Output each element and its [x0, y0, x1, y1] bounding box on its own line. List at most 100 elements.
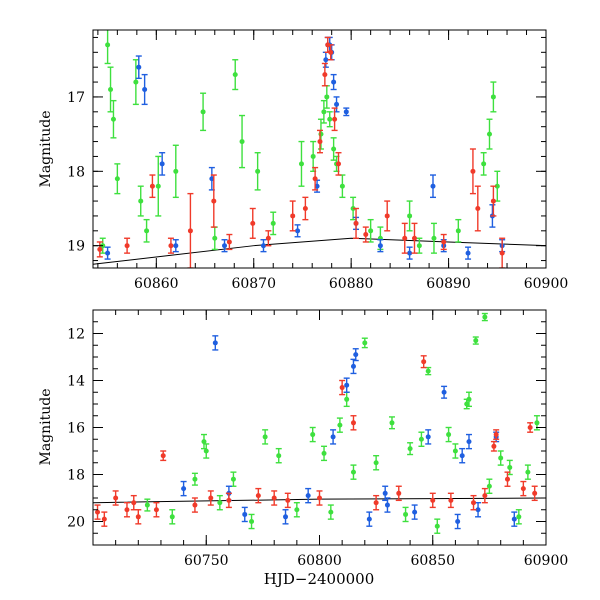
top-marker [331, 146, 337, 152]
bottom-marker [430, 497, 436, 503]
bottom-marker [294, 507, 300, 513]
bottom-point-red [527, 422, 534, 433]
bottom-point-green [309, 426, 316, 443]
top-panel: 60860 60870 60880 60890 60900 17 18 19 Magnitud… [38, 29, 569, 292]
bottom-point-red [101, 511, 108, 527]
bottom-point-green [524, 464, 531, 480]
top-point-green [320, 99, 327, 124]
top-marker [455, 228, 461, 234]
top-marker [353, 220, 359, 226]
top-marker [105, 42, 111, 48]
bottom-marker [350, 469, 356, 475]
bottom-point-red [339, 379, 346, 396]
bottom-marker [482, 493, 488, 499]
bottom-marker [192, 476, 198, 482]
top-point-blue [465, 246, 472, 260]
top-marker [321, 109, 327, 115]
bottom-x-tick-label: 60850 [410, 553, 455, 569]
top-point-green [254, 152, 261, 191]
bottom-point-green [203, 443, 210, 459]
bottom-marker [498, 455, 504, 461]
bottom-marker [350, 363, 356, 369]
top-point-green [143, 218, 150, 243]
bottom-marker [317, 495, 322, 501]
bottom-point-blue [425, 429, 432, 445]
bottom-marker [464, 401, 470, 407]
top-marker [212, 235, 218, 241]
top-marker [465, 250, 471, 256]
bottom-marker [473, 338, 479, 344]
bottom-point-green [418, 431, 425, 447]
bottom-point-blue [282, 509, 289, 525]
bottom-marker [525, 469, 531, 475]
bottom-marker [373, 500, 379, 506]
bottom-point-blue [475, 502, 482, 518]
top-marker [416, 243, 422, 249]
top-marker [377, 243, 383, 249]
top-marker [97, 246, 103, 252]
bottom-marker [249, 519, 255, 524]
bottom-marker [366, 516, 372, 522]
bottom-marker [262, 434, 268, 440]
bottom-marker [160, 453, 166, 459]
bottom-marker [208, 495, 214, 501]
bottom-point-red [350, 415, 357, 431]
bottom-marker [448, 497, 454, 503]
bottom-marker [131, 500, 137, 506]
top-point-green [104, 30, 111, 65]
top-marker [328, 49, 334, 55]
top-marker [144, 228, 150, 234]
top-point-blue [221, 239, 228, 253]
bottom-point-blue [454, 513, 461, 530]
top-marker [133, 79, 139, 85]
bottom-point-red [490, 440, 497, 452]
top-point-green [339, 174, 346, 199]
top-point-red [469, 148, 476, 195]
bottom-series-green [144, 312, 540, 534]
bottom-point-red [395, 485, 402, 502]
top-point-red [327, 44, 334, 61]
top-marker [363, 232, 369, 238]
bottom-point-blue [411, 504, 418, 520]
bottom-marker [305, 493, 311, 499]
top-point-blue [135, 55, 142, 80]
top-marker [149, 183, 155, 189]
bottom-point-red [284, 492, 291, 509]
bottom-point-blue [305, 487, 312, 504]
bottom-point-green [200, 433, 207, 450]
bottom-marker [135, 514, 141, 520]
top-y-tick-label: 19 [67, 239, 85, 255]
top-point-blue [104, 246, 111, 260]
bottom-point-green [169, 509, 176, 525]
bottom-point-red [135, 509, 142, 525]
top-marker [407, 213, 413, 219]
top-point-red [187, 192, 194, 268]
bottom-marker [516, 514, 522, 520]
bottom-marker [350, 420, 356, 426]
top-point-red [167, 237, 174, 254]
top-marker [136, 64, 142, 70]
bottom-marker [493, 432, 499, 438]
bottom-point-red [373, 494, 380, 511]
top-marker [441, 239, 447, 245]
top-point-red [96, 241, 103, 258]
bottom-marker [344, 396, 350, 402]
top-point-red [490, 185, 497, 217]
bottom-point-red [420, 355, 427, 369]
bottom-marker [532, 490, 538, 496]
bottom-marker [271, 495, 277, 501]
top-point-green [406, 200, 413, 232]
bottom-marker [527, 425, 533, 430]
top-point-red [321, 62, 328, 87]
top-marker [105, 250, 111, 256]
top-x-tick-label: 60900 [524, 276, 569, 292]
top-point-red [362, 226, 369, 243]
top-point-red [302, 196, 309, 221]
bottom-marker [217, 500, 223, 506]
top-point-green [326, 111, 333, 128]
bottom-marker [407, 446, 413, 452]
bottom-point-blue [241, 506, 248, 523]
top-y-tick-label: 17 [67, 90, 85, 106]
top-series-blue [104, 36, 506, 260]
